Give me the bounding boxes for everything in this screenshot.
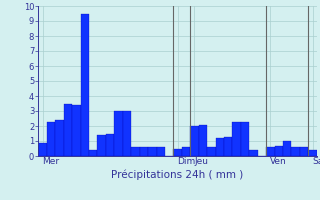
Bar [283, 141, 292, 156]
Bar [232, 121, 241, 156]
Bar [216, 138, 224, 156]
Bar [98, 135, 106, 156]
Bar [266, 147, 275, 156]
Bar [182, 147, 190, 156]
Bar [275, 146, 283, 156]
Bar [156, 147, 165, 156]
Bar [190, 126, 199, 156]
Bar [300, 147, 308, 156]
Bar [140, 147, 148, 156]
Bar [72, 105, 81, 156]
Bar [47, 121, 55, 156]
Bar [38, 142, 47, 156]
Bar [241, 121, 249, 156]
Bar [292, 147, 300, 156]
X-axis label: Précipitations 24h ( mm ): Précipitations 24h ( mm ) [111, 169, 244, 180]
Bar [148, 147, 156, 156]
Bar [308, 150, 317, 156]
Bar [106, 134, 114, 156]
Bar [173, 148, 182, 156]
Bar [114, 111, 123, 156]
Bar [249, 150, 258, 156]
Bar [207, 147, 216, 156]
Bar [199, 124, 207, 156]
Bar [89, 150, 98, 156]
Bar [55, 120, 64, 156]
Bar [64, 104, 72, 156]
Bar [224, 137, 232, 156]
Bar [123, 111, 131, 156]
Bar [131, 147, 140, 156]
Bar [81, 14, 89, 156]
